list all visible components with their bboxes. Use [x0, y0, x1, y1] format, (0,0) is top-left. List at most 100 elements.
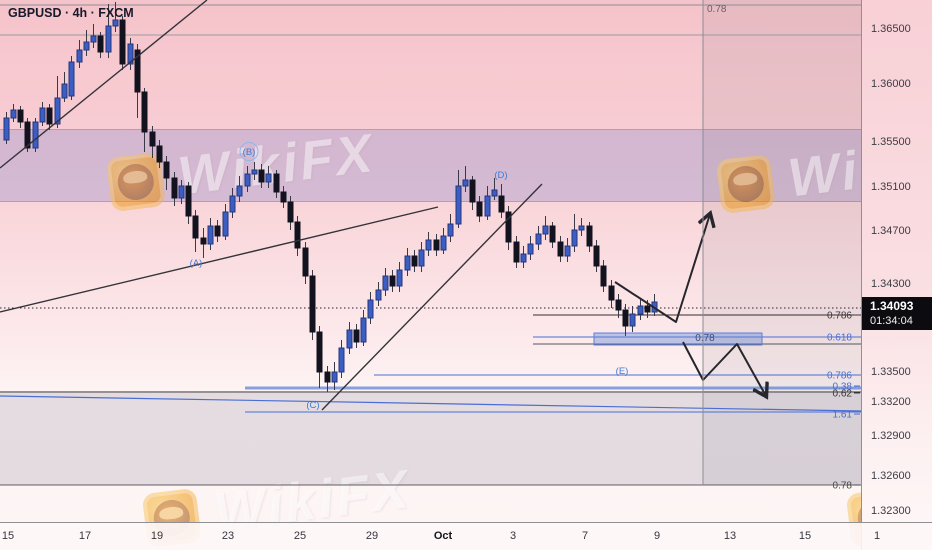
bullish-candle — [382, 275, 389, 291]
bullish-candle — [105, 25, 112, 53]
price-axis-label: 1.36500 — [871, 23, 911, 35]
bullish-candle — [542, 225, 549, 235]
time-axis-label: 17 — [78, 530, 92, 542]
bearish-candle — [586, 225, 593, 247]
bearish-candle — [411, 255, 418, 267]
fib-level-label: 0.62 — [833, 389, 853, 400]
price-axis-label: 1.33500 — [871, 366, 911, 378]
bullish-candle — [425, 239, 432, 251]
wave-label-circle[interactable] — [239, 142, 259, 161]
bullish-candle — [367, 299, 374, 319]
last-price-badge: 1.34093 01:34:04 — [862, 297, 932, 330]
time-axis-label: 7 — [581, 530, 589, 542]
bullish-candle — [346, 329, 353, 349]
bearish-candle — [163, 161, 170, 179]
sloped-support-line[interactable] — [0, 395, 862, 412]
bearish-candle — [24, 121, 31, 149]
bearish-candle — [273, 173, 280, 193]
fib-level-label: 0.786 — [827, 371, 852, 382]
bearish-candle — [513, 241, 520, 263]
symbol-title[interactable]: GBPUSD · 4h · FXCM — [8, 6, 134, 20]
bullish-candle — [265, 173, 272, 183]
bullish-candle — [3, 117, 10, 141]
fib-level-label: 0.786 — [827, 311, 852, 322]
bearish-candle — [149, 131, 156, 147]
last-price-value: 1.34093 — [870, 299, 914, 313]
bearish-candle — [97, 35, 104, 53]
fib-zone-rectangle[interactable] — [593, 332, 763, 346]
bullish-candle — [229, 195, 236, 213]
bearish-candle — [302, 247, 309, 277]
bearish-candle — [214, 225, 221, 237]
price-axis-label: 1.34700 — [871, 225, 911, 237]
bearish-candle — [280, 191, 287, 203]
price-axis-label: 1.32900 — [871, 430, 911, 442]
time-axis-label: 3 — [509, 530, 517, 542]
bullish-candle — [571, 229, 578, 247]
bearish-candle — [476, 201, 483, 217]
bearish-candle — [389, 275, 396, 287]
fib-level-label: 0.38 — [833, 382, 853, 393]
zone-label: 0.78 — [695, 333, 715, 344]
fib-level-label: 0.618 — [827, 333, 852, 344]
bullish-candle — [83, 41, 90, 51]
bullish-candle — [90, 35, 97, 43]
elliott-wave-label: (C) — [306, 400, 319, 411]
bearish-candle — [433, 239, 440, 251]
bullish-candle — [251, 169, 258, 175]
price-axis-label: 1.35100 — [871, 181, 911, 193]
right-session-shading — [703, 0, 861, 485]
bullish-candle — [396, 269, 403, 287]
bullish-candle — [39, 107, 46, 123]
bullish-candle — [455, 185, 462, 225]
price-axis-label: 1.36000 — [871, 78, 911, 90]
bearish-candle — [134, 49, 141, 93]
bearish-candle — [192, 215, 199, 239]
bullish-candle — [61, 83, 68, 99]
bullish-candle — [520, 253, 527, 263]
bullish-candle — [491, 189, 498, 197]
bullish-candle — [578, 225, 585, 231]
bullish-candle — [244, 173, 251, 187]
bullish-candle — [32, 121, 39, 149]
bearish-candle — [156, 145, 163, 163]
elliott-wave-label: (B) — [243, 147, 256, 158]
elliott-wave-label: (D) — [494, 170, 507, 181]
price-axis-label: 1.32600 — [871, 470, 911, 482]
trendline[interactable] — [0, 206, 439, 313]
price-axis[interactable]: 1.34093 01:34:04 1.36500 1.36000 1.35500 1.… — [861, 0, 932, 550]
bullish-candle — [76, 49, 83, 63]
fib-level-label: 1.61 — [833, 410, 853, 421]
bullish-candle — [629, 313, 636, 327]
bearish-candle — [622, 309, 629, 327]
bearish-candle — [200, 237, 207, 245]
fib-label-top: 0.78 — [707, 4, 727, 15]
bearish-candle — [185, 185, 192, 217]
time-axis-label: 23 — [221, 530, 235, 542]
trendline[interactable] — [0, 0, 208, 169]
bullish-candle — [10, 109, 17, 119]
bearish-candle — [549, 225, 556, 243]
bullish-candle — [535, 233, 542, 245]
bullish-candle — [236, 185, 243, 197]
bearish-candle — [353, 329, 360, 343]
trendline[interactable] — [321, 183, 543, 411]
bullish-candle — [178, 185, 185, 199]
bullish-candle — [127, 43, 134, 65]
time-axis-label: 25 — [293, 530, 307, 542]
bearish-candle — [615, 299, 622, 311]
time-axis-label: 15 — [1, 530, 15, 542]
bearish-candle — [46, 107, 53, 125]
bearish-candle — [600, 265, 607, 287]
bullish-candle — [637, 305, 644, 315]
forecast-arrow[interactable] — [682, 341, 766, 396]
bullish-candle — [375, 289, 382, 301]
forecast-arrow[interactable] — [614, 214, 710, 323]
bullish-candle — [338, 347, 345, 373]
bearish-candle — [141, 91, 148, 133]
bullish-candle — [360, 317, 367, 343]
bearish-candle — [309, 275, 316, 333]
bullish-candle — [331, 371, 338, 383]
